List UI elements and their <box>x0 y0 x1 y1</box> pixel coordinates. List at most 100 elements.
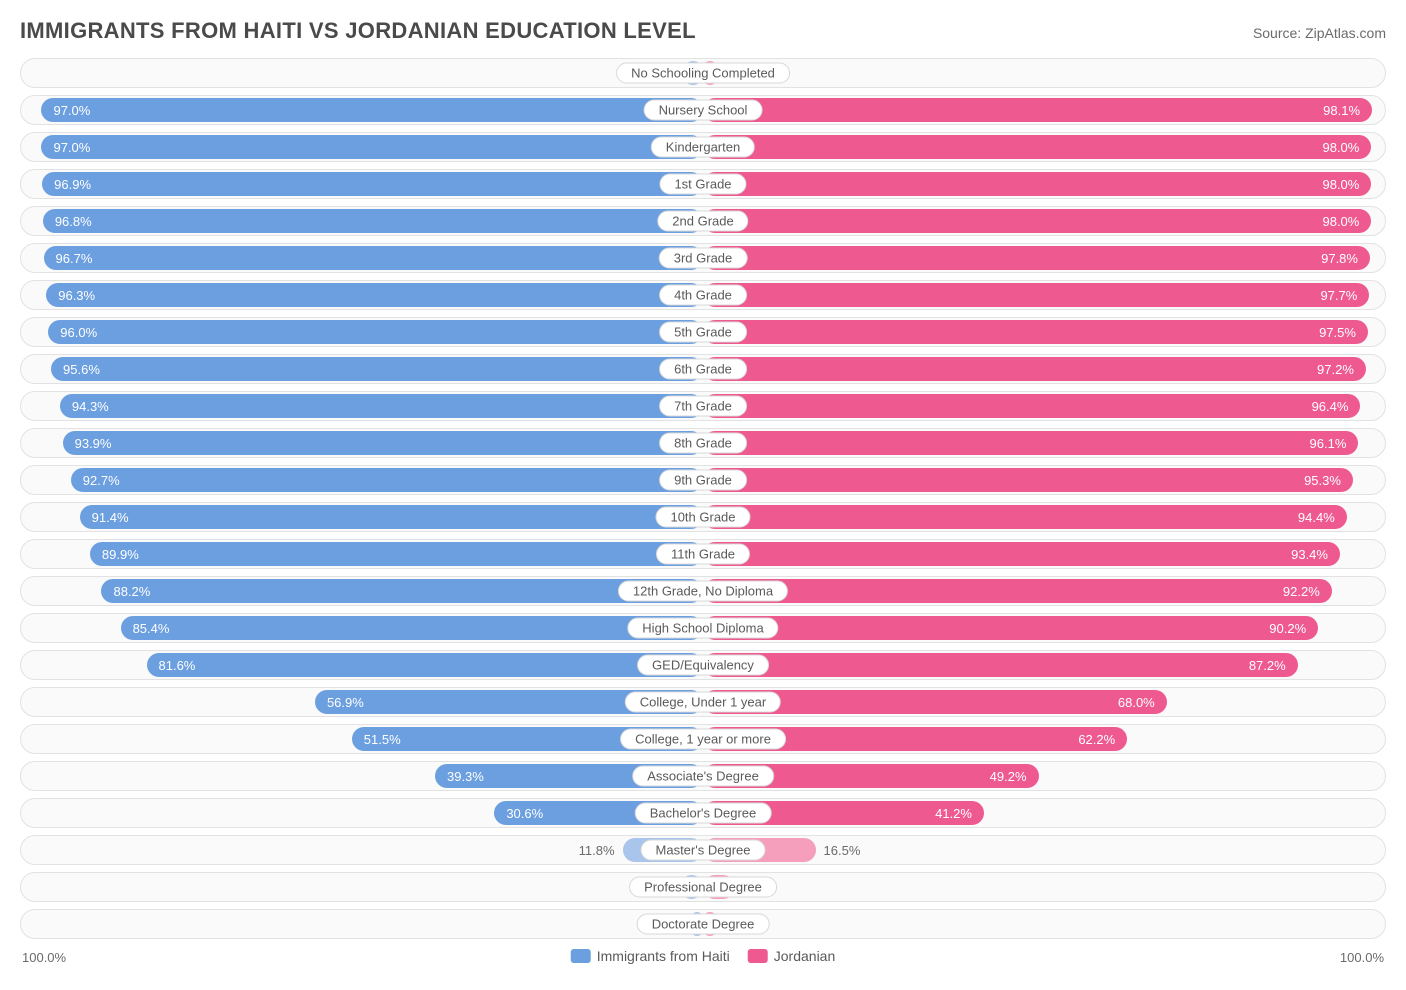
bar-value-left: 96.3% <box>58 288 95 303</box>
bar-left: 97.0% <box>41 135 703 159</box>
bar-value-right: 49.2% <box>990 769 1027 784</box>
category-label: Kindergarten <box>651 137 755 158</box>
category-label: High School Diploma <box>627 618 778 639</box>
category-label: 12th Grade, No Diploma <box>618 581 788 602</box>
bar-value-left: 95.6% <box>63 362 100 377</box>
bar-left: 88.2% <box>101 579 703 603</box>
bar-value-right: 98.0% <box>1322 140 1359 155</box>
bar-value-right: 90.2% <box>1269 621 1306 636</box>
bar-value-right: 87.2% <box>1249 658 1286 673</box>
bar-right: 93.4% <box>703 542 1340 566</box>
bar-left: 93.9% <box>63 431 703 455</box>
category-label: 1st Grade <box>659 174 746 195</box>
chart-row: 3.0%2.0%No Schooling Completed <box>20 58 1386 88</box>
bar-value-left: 56.9% <box>327 695 364 710</box>
bar-value-left: 89.9% <box>102 547 139 562</box>
bar-value-left: 97.0% <box>53 103 90 118</box>
category-label: 3rd Grade <box>659 248 748 269</box>
bar-value-left: 91.4% <box>92 510 129 525</box>
bar-left: 85.4% <box>121 616 703 640</box>
chart-row: 97.0% 98.0% Kindergarten <box>20 132 1386 162</box>
chart-row: 1.3%2.0%Doctorate Degree <box>20 909 1386 939</box>
bar-value-left: 51.5% <box>364 732 401 747</box>
bar-value-left: 39.3% <box>447 769 484 784</box>
bar-left: 91.4% <box>80 505 703 529</box>
bar-value-left: 97.0% <box>53 140 90 155</box>
bar-value-right: 96.4% <box>1312 399 1349 414</box>
bar-left: 95.6% <box>51 357 703 381</box>
bar-value-right: 68.0% <box>1118 695 1155 710</box>
bar-value-right: 97.8% <box>1321 251 1358 266</box>
bar-value-left: 92.7% <box>83 473 120 488</box>
bar-value-left: 85.4% <box>133 621 170 636</box>
bar-value-left: 3.0% <box>21 59 683 87</box>
bar-value-right: 95.3% <box>1304 473 1341 488</box>
bar-value-right: 96.1% <box>1310 436 1347 451</box>
bar-left: 94.3% <box>60 394 703 418</box>
chart-row: 85.4% 90.2% High School Diploma <box>20 613 1386 643</box>
bar-left: 96.3% <box>46 283 703 307</box>
category-label: 8th Grade <box>659 433 747 454</box>
bar-value-left: 96.9% <box>54 177 91 192</box>
legend-label-left: Immigrants from Haiti <box>597 948 730 964</box>
chart-row: 39.3% 49.2% Associate's Degree <box>20 761 1386 791</box>
bar-right: 97.8% <box>703 246 1370 270</box>
bar-right: 92.2% <box>703 579 1332 603</box>
chart-row: 95.6% 97.2% 6th Grade <box>20 354 1386 384</box>
bar-left: 97.0% <box>41 98 703 122</box>
bar-value-right: 97.2% <box>1317 362 1354 377</box>
bar-right: 96.4% <box>703 394 1360 418</box>
category-label: Nursery School <box>644 100 763 121</box>
bar-value-left: 96.0% <box>60 325 97 340</box>
category-label: College, 1 year or more <box>620 729 786 750</box>
category-label: College, Under 1 year <box>625 692 781 713</box>
bar-right: 98.0% <box>703 209 1371 233</box>
bar-value-right: 97.7% <box>1320 288 1357 303</box>
bar-right: 98.0% <box>703 172 1371 196</box>
category-label: Master's Degree <box>641 840 766 861</box>
chart-row: 3.4%4.7%Professional Degree <box>20 872 1386 902</box>
chart-row: 51.5%62.2%College, 1 year or more <box>20 724 1386 754</box>
chart-row: 81.6%87.2%GED/Equivalency <box>20 650 1386 680</box>
legend-item-right: Jordanian <box>748 948 836 964</box>
bar-right: 96.1% <box>703 431 1358 455</box>
bar-value-right: 41.2% <box>935 806 972 821</box>
diverging-bar-chart: 3.0%2.0%No Schooling Completed 97.0% 98.1%… <box>20 58 1386 939</box>
bar-value-right: 4.7% <box>735 873 1385 901</box>
bar-right: 98.1% <box>703 98 1372 122</box>
bar-left: 96.8% <box>43 209 703 233</box>
bar-value-right: 98.1% <box>1323 103 1360 118</box>
chart-row: 97.0% 98.1% Nursery School <box>20 95 1386 125</box>
chart-row: 88.2% 92.2% 12th Grade, No Diploma <box>20 576 1386 606</box>
legend-label-right: Jordanian <box>774 948 836 964</box>
legend-swatch-right <box>748 949 768 963</box>
axis-max-left: 100.0% <box>22 950 66 965</box>
bar-right: 95.3% <box>703 468 1353 492</box>
bar-left: 96.9% <box>42 172 703 196</box>
bar-value-right: 97.5% <box>1319 325 1356 340</box>
category-label: 11th Grade <box>656 544 750 565</box>
axis-max-right: 100.0% <box>1340 950 1384 965</box>
category-label: 6th Grade <box>659 359 747 380</box>
chart-row: 96.8%98.0%2nd Grade <box>20 206 1386 236</box>
legend-swatch-left <box>571 949 591 963</box>
chart-row: 91.4%94.4%10th Grade <box>20 502 1386 532</box>
bar-left: 96.7% <box>44 246 703 270</box>
bar-left: 96.0% <box>48 320 703 344</box>
bar-left: 81.6% <box>147 653 704 677</box>
category-label: Associate's Degree <box>632 766 774 787</box>
bar-right: 97.7% <box>703 283 1369 307</box>
bar-value-left: 11.8% <box>21 836 623 864</box>
chart-row: 96.3% 97.7% 4th Grade <box>20 280 1386 310</box>
category-label: Doctorate Degree <box>637 914 770 935</box>
bar-right: 94.4% <box>703 505 1347 529</box>
chart-row: 96.9% 98.0%1st Grade <box>20 169 1386 199</box>
legend-item-left: Immigrants from Haiti <box>571 948 730 964</box>
bar-value-left: 94.3% <box>72 399 109 414</box>
category-label: 4th Grade <box>659 285 747 306</box>
bar-left: 92.7% <box>71 468 703 492</box>
category-label: Professional Degree <box>629 877 777 898</box>
bar-value-right: 92.2% <box>1283 584 1320 599</box>
category-label: 9th Grade <box>659 470 747 491</box>
chart-row: 30.6%41.2%Bachelor's Degree <box>20 798 1386 828</box>
